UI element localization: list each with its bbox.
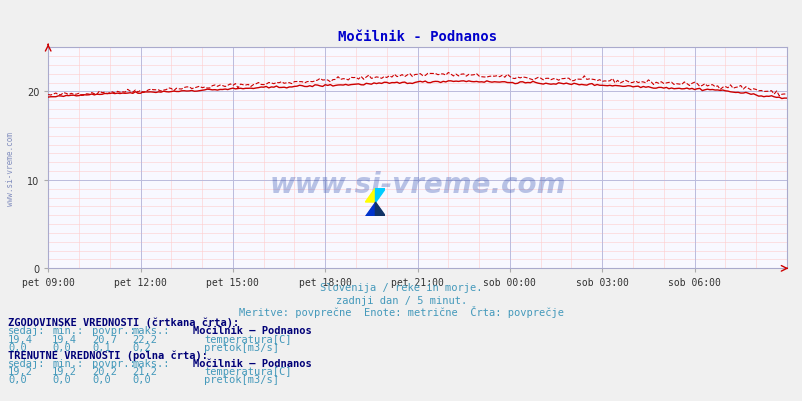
Text: povpr.:: povpr.: [92, 358, 136, 368]
Text: pretok[m3/s]: pretok[m3/s] [204, 342, 278, 352]
Text: Močilnik – Podnanos: Močilnik – Podnanos [192, 358, 311, 368]
Text: 0,2: 0,2 [132, 342, 151, 352]
Text: 21,2: 21,2 [132, 366, 157, 376]
Text: 20,2: 20,2 [92, 366, 117, 376]
Text: temperatura[C]: temperatura[C] [204, 366, 291, 376]
Text: 0,0: 0,0 [52, 342, 71, 352]
Text: 0,1: 0,1 [92, 342, 111, 352]
Text: 0,0: 0,0 [8, 374, 26, 384]
Text: min.:: min.: [52, 326, 83, 336]
Text: pretok[m3/s]: pretok[m3/s] [204, 374, 278, 384]
Text: 19,2: 19,2 [8, 366, 33, 376]
Polygon shape [375, 203, 385, 217]
Text: 19,2: 19,2 [52, 366, 77, 376]
Text: maks.:: maks.: [132, 326, 170, 336]
Text: www.si-vreme.com: www.si-vreme.com [269, 171, 565, 199]
Text: 0,0: 0,0 [132, 374, 151, 384]
Text: ZGODOVINSKE VREDNOSTI (črtkana črta):: ZGODOVINSKE VREDNOSTI (črtkana črta): [8, 317, 239, 328]
Text: Slovenija / reke in morje.: Slovenija / reke in morje. [320, 283, 482, 293]
Text: 0,0: 0,0 [92, 374, 111, 384]
Text: 0,0: 0,0 [52, 374, 71, 384]
Text: 19,4: 19,4 [52, 334, 77, 344]
Text: TRENUTNE VREDNOSTI (polna črta):: TRENUTNE VREDNOSTI (polna črta): [8, 349, 208, 360]
Polygon shape [375, 188, 385, 203]
Title: Močilnik - Podnanos: Močilnik - Podnanos [338, 30, 496, 44]
Polygon shape [365, 203, 375, 217]
Text: Meritve: povprečne  Enote: metrične  Črta: povprečje: Meritve: povprečne Enote: metrične Črta:… [239, 305, 563, 317]
Text: 20,7: 20,7 [92, 334, 117, 344]
Text: sedaj:: sedaj: [8, 358, 46, 368]
Text: 22,2: 22,2 [132, 334, 157, 344]
Text: 19,4: 19,4 [8, 334, 33, 344]
Text: zadnji dan / 5 minut.: zadnji dan / 5 minut. [335, 295, 467, 305]
Text: www.si-vreme.com: www.si-vreme.com [6, 132, 15, 205]
Polygon shape [365, 188, 375, 203]
Text: 0,0: 0,0 [8, 342, 26, 352]
Text: maks.:: maks.: [132, 358, 170, 368]
Text: Močilnik – Podnanos: Močilnik – Podnanos [192, 326, 311, 336]
Text: povpr.:: povpr.: [92, 326, 136, 336]
Text: min.:: min.: [52, 358, 83, 368]
Text: temperatura[C]: temperatura[C] [204, 334, 291, 344]
Text: sedaj:: sedaj: [8, 326, 46, 336]
